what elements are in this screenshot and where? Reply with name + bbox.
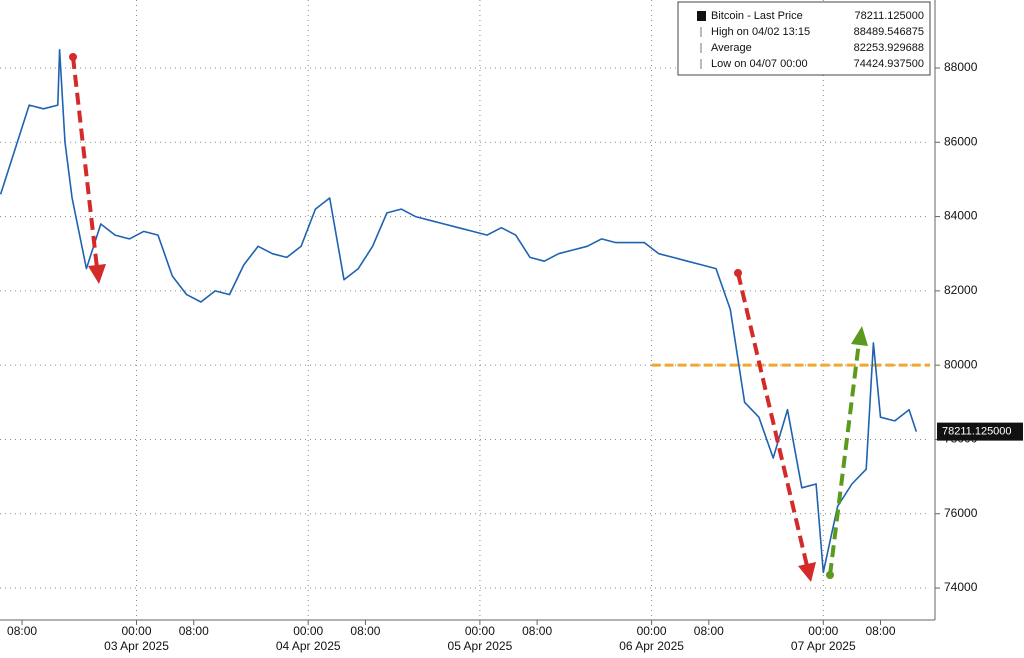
arrow-dot <box>826 571 834 579</box>
y-tick-label: 88000 <box>944 60 978 74</box>
y-tick-label: 80000 <box>944 357 978 371</box>
legend-value: 74424.937500 <box>854 58 924 70</box>
legend-box <box>677 1 931 76</box>
x-tick-label: 08:00 <box>866 624 896 638</box>
x-date-label: 04 Apr 2025 <box>276 639 341 653</box>
x-date-label: 06 Apr 2025 <box>619 639 684 653</box>
arrow-head <box>798 562 816 582</box>
x-tick-label: 00:00 <box>465 624 495 638</box>
x-date-label: 03 Apr 2025 <box>104 639 169 653</box>
x-tick-label: 00:00 <box>808 624 838 638</box>
y-tick-label: 84000 <box>944 209 978 223</box>
plot <box>0 49 930 574</box>
y-tick-label: 76000 <box>944 506 978 520</box>
arrows <box>69 53 868 582</box>
arrow-dot <box>734 269 742 277</box>
x-tick-label: 08:00 <box>350 624 380 638</box>
x-tick-label: 00:00 <box>293 624 323 638</box>
last-price-tag <box>937 422 1023 441</box>
legend-swatch <box>697 11 706 21</box>
arrow <box>736 272 809 567</box>
legend-label: Low on 04/07 00:00 <box>711 58 808 70</box>
y-tick-label: 86000 <box>944 134 978 148</box>
legend-label: Average <box>711 42 752 54</box>
x-date-label: 07 Apr 2025 <box>791 639 856 653</box>
x-tick-label: 08:00 <box>522 624 552 638</box>
arrow-dot <box>69 53 77 61</box>
x-tick-label: 08:00 <box>179 624 209 638</box>
legend-value: 88489.546875 <box>854 26 924 38</box>
x-tick-label: 00:00 <box>637 624 667 638</box>
y-tick-label: 82000 <box>944 283 978 297</box>
last-price-label: 78211.125000 <box>942 426 1012 438</box>
arrow-head <box>88 264 106 284</box>
legend-label: Bitcoin - Last Price <box>711 10 803 22</box>
x-tick-label: 08:00 <box>694 624 724 638</box>
arrow <box>828 341 861 576</box>
axes: 7400076000780008000082000840008600088000… <box>7 60 1023 653</box>
x-tick-label: 08:00 <box>7 624 37 638</box>
legend-value: 78211.125000 <box>854 10 924 22</box>
price-line <box>0 49 918 574</box>
legend-label: High on 04/02 13:15 <box>711 26 810 38</box>
x-date-label: 05 Apr 2025 <box>448 639 513 653</box>
y-tick-label: 74000 <box>944 580 978 594</box>
grid <box>0 0 930 620</box>
legend-value: 82253.929688 <box>854 42 924 54</box>
legend: Bitcoin - Last Price 78211.125000 High on … <box>677 1 931 76</box>
arrow-head <box>851 326 868 346</box>
x-tick-label: 00:00 <box>122 624 152 638</box>
